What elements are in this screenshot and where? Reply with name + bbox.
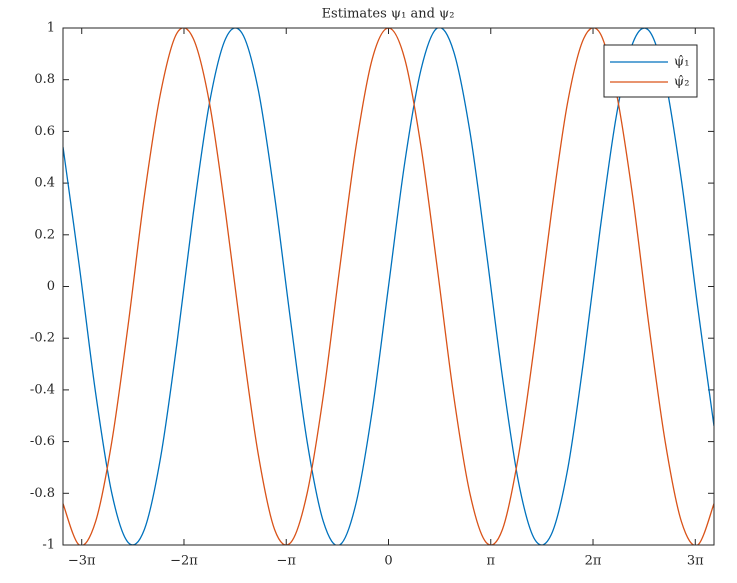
x-tick-label: −π xyxy=(277,554,297,569)
legend-label: ψ̂₁ xyxy=(674,55,689,70)
y-tick-label: -0.8 xyxy=(30,486,55,501)
x-tick-label: −2π xyxy=(170,554,198,569)
legend-label: ψ̂₂ xyxy=(674,75,689,90)
y-tick-label: -1 xyxy=(42,538,55,553)
y-tick-label: 0.2 xyxy=(34,227,55,242)
x-tick-label: 2π xyxy=(585,554,602,569)
x-tick-label: 3π xyxy=(687,554,704,569)
series-line xyxy=(63,28,714,545)
legend-box xyxy=(603,44,698,98)
x-tick-label: π xyxy=(486,554,495,569)
y-tick-label: -0.2 xyxy=(30,331,55,346)
axes-box xyxy=(62,27,715,546)
y-tick-label: 0.6 xyxy=(34,124,55,139)
y-tick-label: 0.4 xyxy=(34,176,55,191)
y-tick-label: 0 xyxy=(47,279,55,294)
chart-title: Estimates ψ₁ and ψ₂ xyxy=(322,7,455,22)
y-tick-label: 1 xyxy=(47,21,55,36)
x-tick-label: 0 xyxy=(384,554,392,569)
y-tick-label: -0.4 xyxy=(30,382,55,397)
y-tick-label: 0.8 xyxy=(34,72,55,87)
y-tick-label: -0.6 xyxy=(30,434,55,449)
x-tick-label: −3π xyxy=(68,554,96,569)
